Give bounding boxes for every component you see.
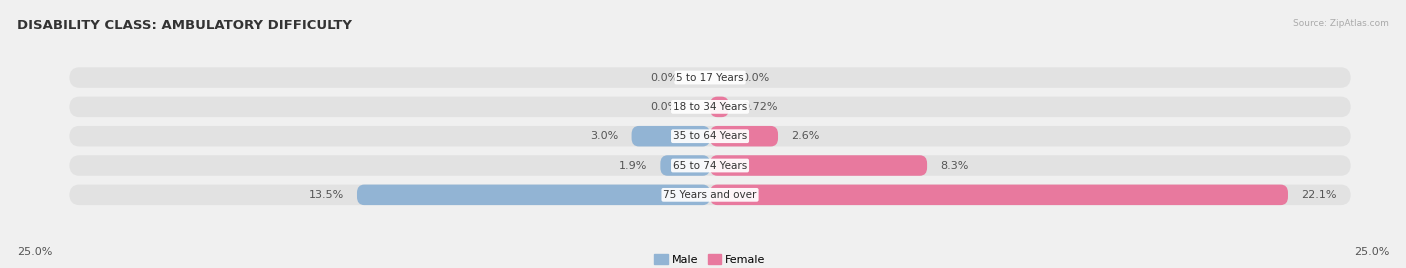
FancyBboxPatch shape [661,155,710,176]
Text: 0.0%: 0.0% [651,102,679,112]
Legend: Male, Female: Male, Female [650,250,770,268]
Text: 2.6%: 2.6% [792,131,820,141]
FancyBboxPatch shape [69,97,1351,117]
Text: 3.0%: 3.0% [591,131,619,141]
FancyBboxPatch shape [69,155,1351,176]
FancyBboxPatch shape [69,185,1351,205]
Text: 8.3%: 8.3% [941,161,969,170]
FancyBboxPatch shape [69,126,1351,146]
FancyBboxPatch shape [69,67,1351,88]
Text: DISABILITY CLASS: AMBULATORY DIFFICULTY: DISABILITY CLASS: AMBULATORY DIFFICULTY [17,19,352,32]
Text: Source: ZipAtlas.com: Source: ZipAtlas.com [1294,19,1389,28]
FancyBboxPatch shape [631,126,710,146]
Text: 1.9%: 1.9% [619,161,647,170]
Text: 65 to 74 Years: 65 to 74 Years [673,161,747,170]
Text: 5 to 17 Years: 5 to 17 Years [676,73,744,83]
FancyBboxPatch shape [710,97,728,117]
Text: 0.0%: 0.0% [651,73,679,83]
Text: 22.1%: 22.1% [1301,190,1337,200]
Text: 75 Years and over: 75 Years and over [664,190,756,200]
FancyBboxPatch shape [710,126,778,146]
Text: 0.72%: 0.72% [742,102,778,112]
Text: 18 to 34 Years: 18 to 34 Years [673,102,747,112]
Text: 25.0%: 25.0% [17,247,52,257]
Text: 13.5%: 13.5% [309,190,344,200]
Text: 0.0%: 0.0% [741,73,769,83]
Text: 35 to 64 Years: 35 to 64 Years [673,131,747,141]
Text: 25.0%: 25.0% [1354,247,1389,257]
FancyBboxPatch shape [710,185,1288,205]
FancyBboxPatch shape [710,155,927,176]
FancyBboxPatch shape [357,185,710,205]
